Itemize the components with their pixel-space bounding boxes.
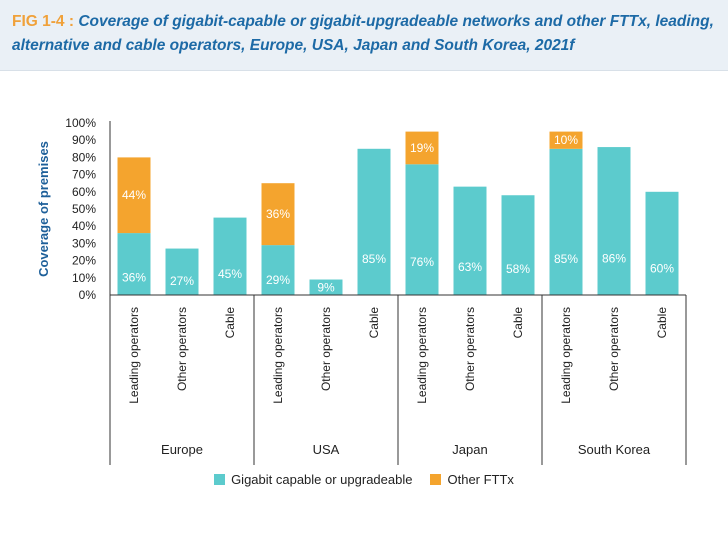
x-category-label: Other operators xyxy=(607,307,621,391)
data-label-gigabit: 60% xyxy=(650,261,674,275)
legend-swatch-gigabit xyxy=(214,474,226,485)
bar-gigabit xyxy=(165,248,199,295)
data-label-gigabit: 85% xyxy=(554,252,578,266)
x-group-label: Europe xyxy=(161,442,203,457)
y-tick-label: 10% xyxy=(72,271,96,285)
x-category-label: Leading operators xyxy=(415,307,429,404)
x-category-label: Cable xyxy=(367,307,381,339)
x-group-label: South Korea xyxy=(578,442,651,457)
bar-gigabit xyxy=(597,147,631,295)
data-label-gigabit: 63% xyxy=(458,260,482,274)
bar-gigabit xyxy=(453,186,487,295)
y-tick-label: 30% xyxy=(72,236,96,250)
data-label-fttx: 36% xyxy=(266,207,290,221)
y-tick-label: 90% xyxy=(72,133,96,147)
y-tick-label: 70% xyxy=(72,168,96,182)
y-tick-label: 0% xyxy=(79,288,97,302)
y-tick-label: 50% xyxy=(72,202,96,216)
bar-gigabit xyxy=(549,148,583,295)
x-group-label: USA xyxy=(313,442,340,457)
legend-swatch-fttx xyxy=(430,474,442,485)
stacked-bar-chart: Coverage of premises 0% 10% 20% 30% 40% 50% 60%… xyxy=(36,116,687,465)
bar-gigabit xyxy=(645,191,679,295)
x-group-label: Japan xyxy=(452,442,487,457)
bar-fttx xyxy=(405,131,439,165)
data-label-gigabit: 36% xyxy=(122,270,146,284)
chart-legend: Gigabit capable or upgradeable Other FTT… xyxy=(0,472,728,487)
x-category-label: Other operators xyxy=(463,307,477,391)
legend-label-fttx: Other FTTx xyxy=(447,472,514,487)
bar-gigabit xyxy=(309,279,343,295)
y-tick-label: 20% xyxy=(72,254,96,268)
x-category-label: Cable xyxy=(655,307,669,339)
data-label-gigabit: 58% xyxy=(506,262,530,276)
y-tick-label: 100% xyxy=(65,116,96,130)
figure-header: FIG 1-4 : Coverage of gigabit-capable or… xyxy=(0,0,728,71)
data-label-gigabit: 76% xyxy=(410,255,434,269)
x-category-label: Leading operators xyxy=(559,307,573,404)
bar-gigabit xyxy=(117,233,151,295)
data-label-gigabit: 27% xyxy=(170,274,194,288)
bar-fttx xyxy=(549,131,583,149)
bar-gigabit xyxy=(405,164,439,295)
data-label-gigabit: 85% xyxy=(362,252,386,266)
x-category-label: Other operators xyxy=(319,307,333,391)
bar-fttx xyxy=(117,157,151,234)
bar-gigabit xyxy=(213,217,247,295)
y-tick-label: 80% xyxy=(72,150,96,164)
y-tick-label: 40% xyxy=(72,219,96,233)
legend-label-gigabit: Gigabit capable or upgradeable xyxy=(231,472,413,487)
figure-title: FIG 1-4 : Coverage of gigabit-capable or… xyxy=(12,10,722,58)
x-category-label: Leading operators xyxy=(127,307,141,404)
data-label-fttx: 44% xyxy=(122,188,146,202)
bar-gigabit xyxy=(261,245,295,295)
legend-item-fttx: Other FTTx xyxy=(430,472,514,487)
x-category-label: Cable xyxy=(223,307,237,339)
y-axis-label: Coverage of premises xyxy=(36,141,51,277)
bar-fttx xyxy=(261,183,295,246)
data-label-gigabit: 86% xyxy=(602,251,626,265)
figure-title-text: Coverage of gigabit-capable or gigabit-u… xyxy=(12,13,714,54)
x-category-label: Cable xyxy=(511,307,525,339)
data-label-gigabit: 29% xyxy=(266,273,290,287)
figure-label: FIG 1-4 : xyxy=(12,13,75,30)
x-category-label: Other operators xyxy=(175,307,189,391)
data-label-fttx: 10% xyxy=(554,133,578,147)
data-label-gigabit: 45% xyxy=(218,267,242,281)
y-tick-label: 60% xyxy=(72,185,96,199)
bar-gigabit xyxy=(357,148,391,295)
data-label-fttx: 19% xyxy=(410,141,434,155)
data-label-gigabit: 9% xyxy=(317,280,335,294)
legend-item-gigabit: Gigabit capable or upgradeable xyxy=(214,472,412,487)
bar-gigabit xyxy=(501,195,535,295)
x-category-label: Leading operators xyxy=(271,307,285,404)
